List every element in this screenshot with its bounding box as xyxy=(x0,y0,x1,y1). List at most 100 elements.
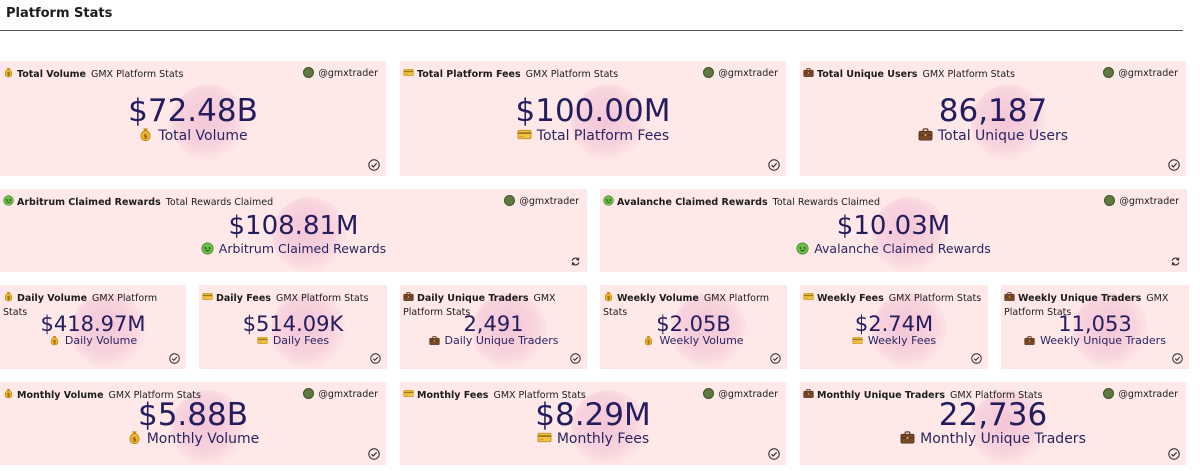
stat-value: 22,736 xyxy=(938,397,1048,433)
stat-subtitle-text: Total Unique Users xyxy=(937,128,1069,144)
money-face-icon xyxy=(796,242,809,255)
refresh-icon[interactable] xyxy=(570,256,581,267)
creator-link[interactable]: @gmxtrader xyxy=(504,195,579,209)
stat-subtitle: Monthly Fees xyxy=(400,430,786,447)
stat-subtitle-text: Weekly Fees xyxy=(867,334,937,347)
card-avalanche-rewards[interactable]: Avalanche Claimed Rewards Total Rewards C… xyxy=(600,189,1187,272)
card-source: GMX Platform Stats xyxy=(3,293,158,318)
avatar xyxy=(1103,67,1115,78)
stat-value: $418.97M xyxy=(40,312,146,336)
check-circle-icon[interactable] xyxy=(368,159,380,171)
stat-subtitle: Avalanche Claimed Rewards xyxy=(600,241,1187,256)
page-header: Platform Stats xyxy=(0,0,1200,44)
creator-link[interactable]: @gmxtrader xyxy=(703,67,778,81)
card-glow xyxy=(671,293,748,369)
money-face-icon xyxy=(603,195,614,206)
card-source: GMX Platform Stats xyxy=(403,293,556,318)
card-daily-fees[interactable]: Daily Fees GMX Platform Stats $514.09K Da… xyxy=(199,285,387,369)
money-bag-icon xyxy=(3,291,14,302)
card-total-fees[interactable]: Total Platform Fees GMX Platform Stats @g… xyxy=(400,61,786,176)
money-bag-icon xyxy=(643,335,654,346)
card-label: Arbitrum Claimed Rewards xyxy=(17,197,161,208)
stat-subtitle-text: Total Platform Fees xyxy=(536,128,670,144)
card-weekly-traders[interactable]: Weekly Unique Traders GMX Platform Stats … xyxy=(1001,285,1189,369)
card-source: GMX Platform Stats xyxy=(90,69,184,80)
briefcase-icon xyxy=(1004,291,1015,302)
stat-subtitle-text: Daily Volume xyxy=(64,334,138,347)
card-source: GMX Platform Stats xyxy=(603,293,769,318)
check-circle-icon[interactable] xyxy=(370,353,381,364)
creator-name: @gmxtrader xyxy=(718,68,778,79)
stat-subtitle-text: Total Volume xyxy=(158,128,248,144)
card-monthly-traders[interactable]: Monthly Unique Traders GMX Platform Stats… xyxy=(800,382,1186,465)
card-glow xyxy=(171,389,247,465)
stat-subtitle-text: Daily Unique Traders xyxy=(444,334,559,347)
check-circle-icon[interactable] xyxy=(1168,448,1180,460)
check-circle-icon[interactable] xyxy=(770,353,781,364)
stat-subtitle: Monthly Volume xyxy=(0,430,386,447)
card-glow xyxy=(571,84,647,161)
card-label: Daily Unique Traders xyxy=(417,293,529,304)
creator-link[interactable]: @gmxtrader xyxy=(1104,195,1179,209)
money-bag-icon xyxy=(603,291,614,302)
stat-subtitle-text: Avalanche Claimed Rewards xyxy=(814,241,991,256)
refresh-icon[interactable] xyxy=(1170,256,1181,267)
card-header: Weekly Fees GMX Platform Stats xyxy=(803,291,984,306)
stat-subtitle: Total Platform Fees xyxy=(400,127,786,144)
check-circle-icon[interactable] xyxy=(368,448,380,460)
briefcase-icon xyxy=(918,127,933,142)
card-label: Monthly Fees xyxy=(417,390,489,401)
card-total-volume[interactable]: Total Volume GMX Platform Stats @gmxtrade… xyxy=(0,61,386,176)
card-daily-volume[interactable]: Daily Volume GMX Platform Stats $418.97M … xyxy=(0,285,186,369)
credit-card-icon xyxy=(257,335,268,346)
card-weekly-fees[interactable]: Weekly Fees GMX Platform Stats $2.74M Wee… xyxy=(800,285,988,369)
money-bag-icon xyxy=(3,67,14,78)
stat-subtitle: Daily Fees xyxy=(199,334,387,347)
avatar xyxy=(703,388,715,399)
briefcase-icon xyxy=(429,335,440,346)
stat-subtitle-text: Daily Fees xyxy=(272,334,330,347)
check-circle-icon[interactable] xyxy=(768,448,780,460)
check-circle-icon[interactable] xyxy=(169,353,180,364)
card-header: Monthly Unique Traders GMX Platform Stats xyxy=(803,388,1122,403)
stat-subtitle-text: Monthly Fees xyxy=(556,431,650,447)
creator-link[interactable]: @gmxtrader xyxy=(1103,67,1178,81)
stat-subtitle: Arbitrum Claimed Rewards xyxy=(0,241,587,256)
creator-link[interactable]: @gmxtrader xyxy=(303,67,378,81)
card-arbitrum-rewards[interactable]: Arbitrum Claimed Rewards Total Rewards Cl… xyxy=(0,189,587,272)
stat-subtitle: Daily Unique Traders xyxy=(400,334,587,347)
check-circle-icon[interactable] xyxy=(570,353,581,364)
card-label: Weekly Volume xyxy=(617,293,699,304)
stat-value: $2.05B xyxy=(656,312,731,336)
credit-card-icon xyxy=(803,291,814,302)
creator-link[interactable]: @gmxtrader xyxy=(703,388,778,402)
check-circle-icon[interactable] xyxy=(1172,353,1183,364)
card-header: Daily Unique Traders GMX Platform Stats xyxy=(403,291,583,320)
creator-name: @gmxtrader xyxy=(718,389,778,400)
credit-card-icon xyxy=(403,67,414,78)
money-face-icon xyxy=(3,195,14,206)
card-monthly-fees[interactable]: Monthly Fees GMX Platform Stats @gmxtrade… xyxy=(400,382,786,465)
card-source: Total Rewards Claimed xyxy=(165,197,274,208)
card-glow xyxy=(471,293,548,369)
money-bag-icon xyxy=(127,430,142,445)
card-header: Monthly Volume GMX Platform Stats xyxy=(3,388,322,403)
card-source: GMX Platform Stats xyxy=(1004,293,1169,318)
card-weekly-volume[interactable]: Weekly Volume GMX Platform Stats $2.05B W… xyxy=(600,285,787,369)
stat-subtitle: Monthly Unique Traders xyxy=(800,430,1186,447)
card-glow xyxy=(171,84,247,161)
check-circle-icon[interactable] xyxy=(971,353,982,364)
creator-link[interactable]: @gmxtrader xyxy=(1103,388,1178,402)
card-daily-traders[interactable]: Daily Unique Traders GMX Platform Stats 2… xyxy=(400,285,587,369)
credit-card-icon xyxy=(537,430,552,445)
creator-name: @gmxtrader xyxy=(1119,196,1179,207)
creator-link[interactable]: @gmxtrader xyxy=(303,388,378,402)
card-monthly-volume[interactable]: Monthly Volume GMX Platform Stats @gmxtra… xyxy=(0,382,386,465)
check-circle-icon[interactable] xyxy=(768,159,780,171)
card-total-users[interactable]: Total Unique Users GMX Platform Stats @gm… xyxy=(800,61,1186,176)
stat-subtitle-text: Monthly Volume xyxy=(146,431,260,447)
stat-value: $10.03M xyxy=(836,211,951,241)
credit-card-icon xyxy=(202,291,213,302)
card-glow xyxy=(71,293,147,369)
check-circle-icon[interactable] xyxy=(1168,159,1180,171)
